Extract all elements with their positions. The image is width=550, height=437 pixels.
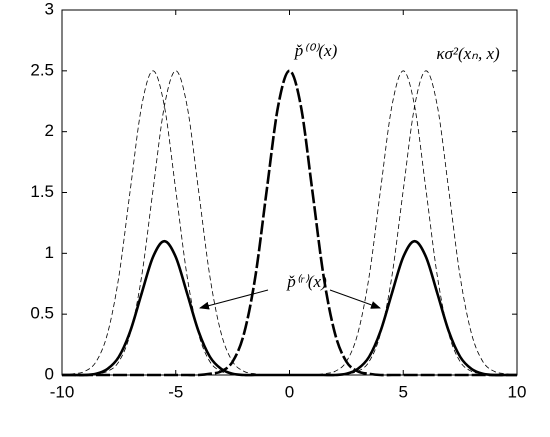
annotation: p̌⁽⁰⁾(x): [294, 41, 338, 60]
annotation: κσ²(xₙ, x): [436, 44, 500, 63]
y-tick-label: 0: [45, 364, 54, 383]
y-tick-label: 2.5: [30, 60, 54, 79]
y-tick-label: 2: [45, 121, 54, 140]
x-tick-label: 10: [508, 382, 527, 401]
x-tick-label: -10: [50, 382, 75, 401]
arrow: [199, 289, 269, 310]
y-tick-label: 1: [45, 243, 54, 262]
x-tick-label: -5: [168, 382, 183, 401]
x-tick-label: 0: [285, 382, 294, 401]
y-tick-label: 0.5: [30, 304, 54, 323]
y-tick-label: 1.5: [30, 182, 54, 201]
line: [62, 69, 517, 377]
arrow: [329, 289, 381, 309]
annotation: p̌⁽ʳ⁾(x): [286, 272, 327, 291]
x-tick-label: 5: [399, 382, 408, 401]
y-tick-label: 3: [45, 0, 54, 18]
line: [62, 239, 517, 377]
